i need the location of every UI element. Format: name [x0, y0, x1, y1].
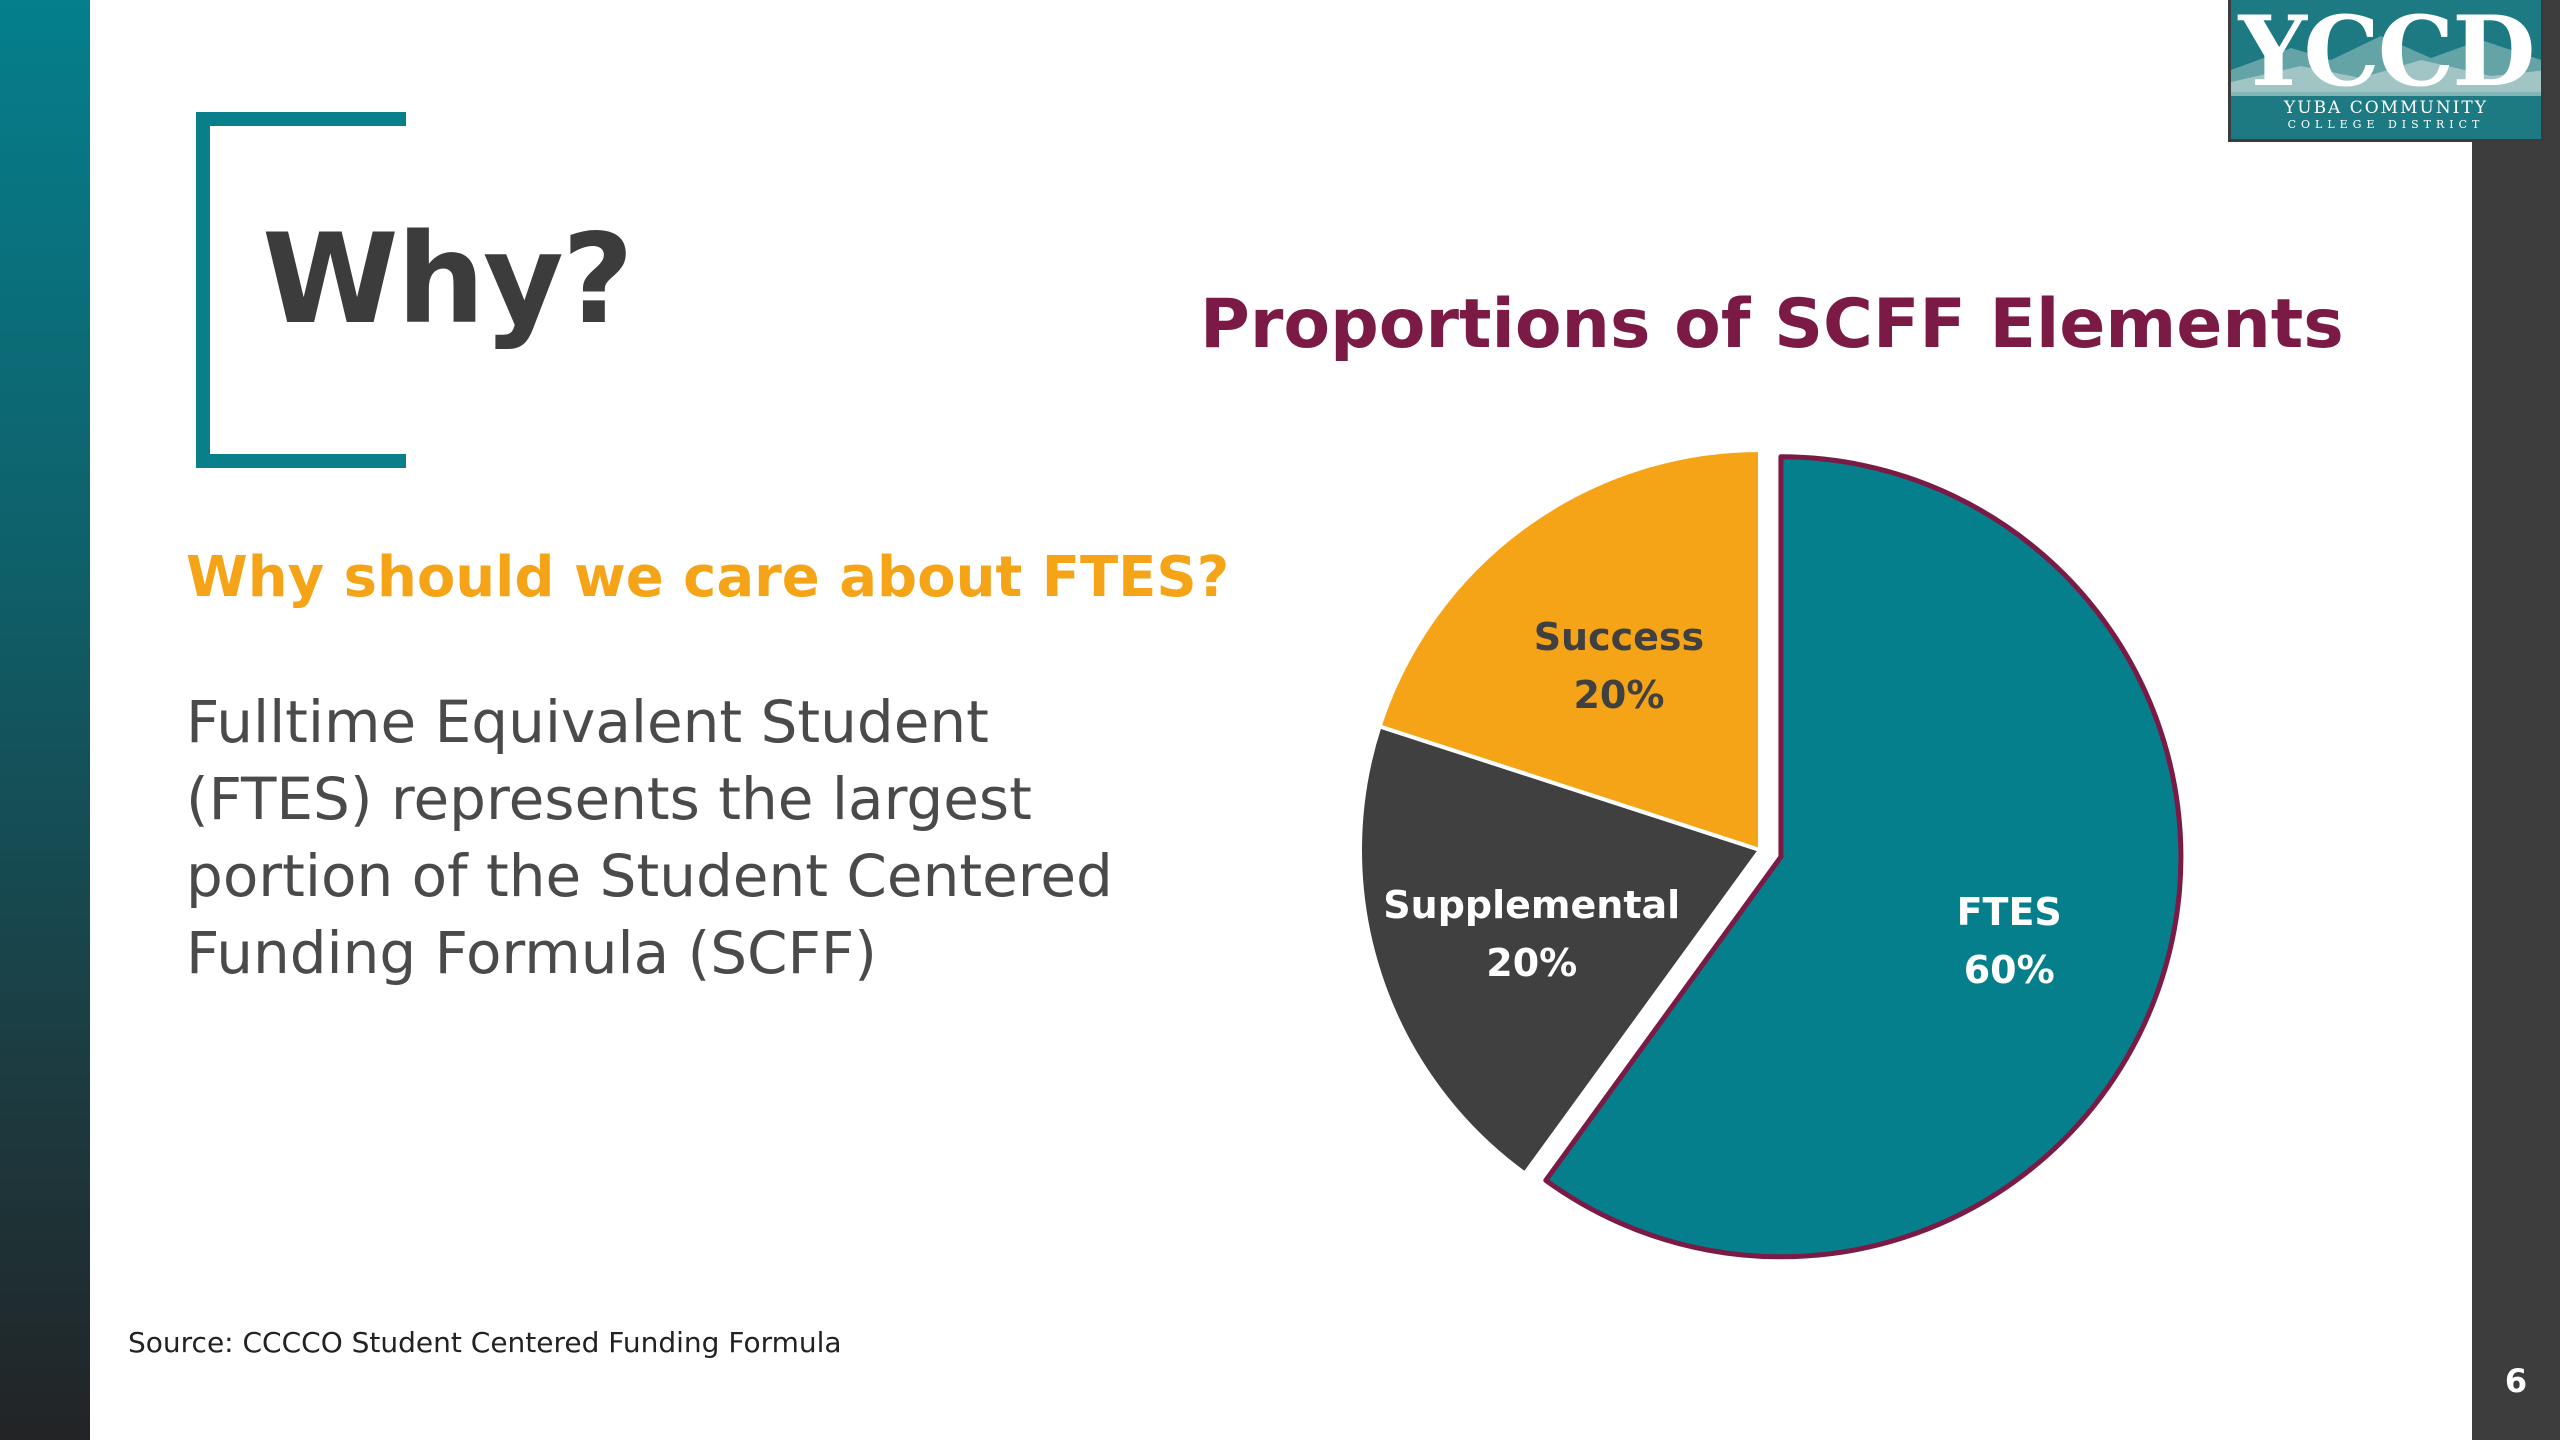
pie-slice-ftes [1543, 454, 2184, 1260]
page-number: 6 [2504, 1362, 2528, 1400]
pie-value-supplemental: 20% [1486, 941, 1577, 985]
pie-slice-success [1377, 448, 1762, 852]
slide-body-text: Fulltime Equivalent Student (FTES) repre… [186, 688, 1113, 987]
pie-value-success: 20% [1573, 673, 1664, 717]
pie-chart: FTES 60% Supplemental 20% Success 20% [1358, 448, 2184, 1260]
title-bracket [196, 112, 406, 468]
right-accent-band [2472, 0, 2560, 1440]
logo-text-line1: YUBA COMMUNITY [2284, 98, 2488, 118]
logo-text-line2: COLLEGE DISTRICT [2287, 118, 2485, 131]
pie-label-ftes: FTES [1957, 890, 2062, 934]
chart-title: Proportions of SCFF Elements [1200, 285, 2344, 364]
pie-label-success: Success [1534, 615, 1704, 659]
source-note: Source: CCCCO Student Centered Funding F… [128, 1326, 842, 1359]
slide-subtitle: Why should we care about FTES? [186, 545, 1230, 610]
pie-label-supplemental: Supplemental [1383, 883, 1680, 927]
pie-value-ftes: 60% [1964, 948, 2055, 992]
left-accent-band [0, 0, 90, 1440]
logo-mountain-graphic [2231, 36, 2541, 96]
slide-title: Why? [262, 208, 634, 352]
logo-wordmark: YCCD [2238, 0, 2536, 108]
yccd-logo: YCCD YUBA COMMUNITY COLLEGE DISTRICT [2228, 0, 2544, 142]
pie-slice-supplemental [1358, 724, 1762, 1176]
